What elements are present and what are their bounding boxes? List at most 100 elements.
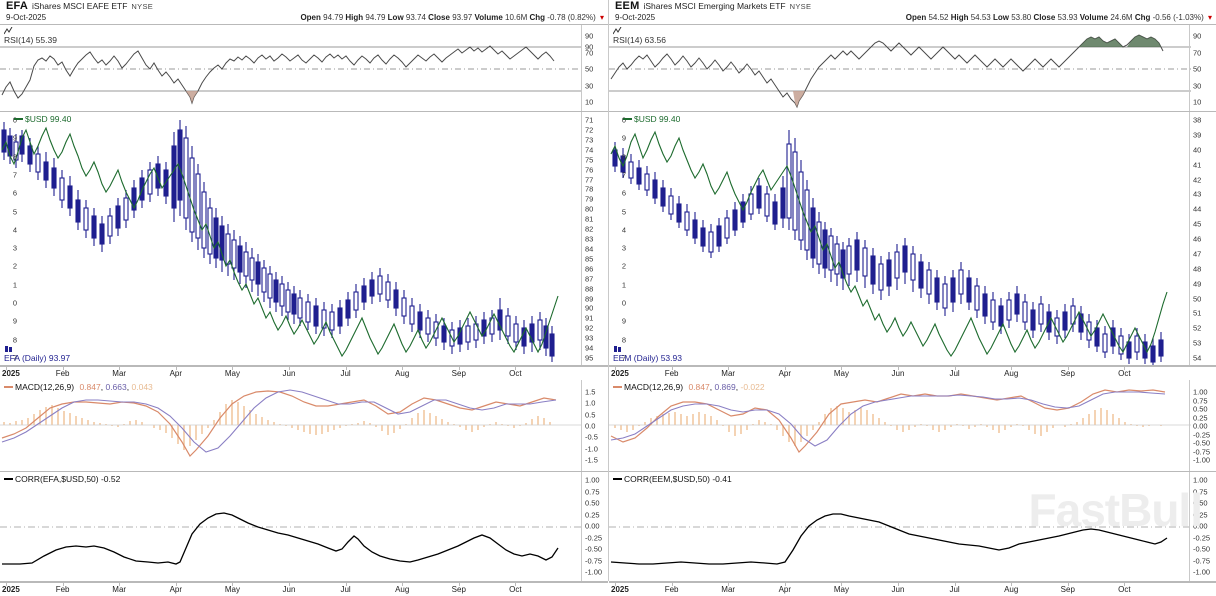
- rsi-panel-eem[interactable]: RSI(14) 63.56 90 70 50 30 10: [609, 24, 1216, 112]
- axis-tick: 70: [1193, 48, 1202, 57]
- axis-tick: 0.00: [585, 521, 600, 531]
- date-axis-label: Mar: [112, 585, 127, 594]
- date-axis-tick: [615, 367, 616, 370]
- date-axis-label: May: [224, 585, 240, 594]
- date-axis-tick: [119, 367, 121, 370]
- date-axis-tick: [784, 367, 786, 370]
- axis-tick: -1.0: [585, 444, 598, 454]
- chevron-down-icon[interactable]: ▾: [599, 13, 604, 22]
- axis-tick: 45: [1193, 219, 1202, 229]
- axis-tick: 2: [12, 261, 17, 271]
- axis-tick: 7: [621, 353, 626, 363]
- date-axis-label: Apr: [778, 369, 792, 378]
- date-axis-label: 2025: [611, 585, 629, 594]
- macd-axis-eem: 1.00 0.75 0.50 0.25 0.00 -0.25 -0.50 -0.75 -1.00: [1189, 380, 1216, 471]
- price-panel-efa[interactable]: $USD 99.40: [0, 112, 608, 366]
- date-axis-label: Jul: [949, 369, 960, 378]
- axis-tick: -1.00: [1193, 455, 1211, 465]
- corr-panel-eem[interactable]: CORR(EEM,$USD,50) -0.41 1.00 0.75 0.50 0.25…: [609, 472, 1216, 582]
- axis-tick: 43: [1193, 189, 1202, 199]
- date-axis-label: Feb: [664, 585, 679, 594]
- chart-panel-eem: EEM iShares MSCI Emerging Markets ETF NY…: [608, 0, 1216, 596]
- close-value: 53.93: [1057, 13, 1078, 22]
- axis-tick: 44: [1193, 204, 1202, 214]
- axis-tick: 2: [621, 261, 626, 271]
- quote-date: 9-Oct-2025: [615, 13, 656, 22]
- header-efa: EFA iShares MSCI EAFE ETF NYSE 9-Oct-202…: [0, 0, 608, 24]
- axis-tick: 7: [12, 170, 17, 180]
- date-axis-label: 2025: [611, 369, 629, 378]
- exchange-label: NYSE: [789, 2, 812, 11]
- axis-tick: 4: [621, 225, 626, 235]
- date-axis-label: Apr: [169, 369, 183, 378]
- axis-tick: 52: [1193, 323, 1202, 333]
- date-axis-tick: [728, 367, 730, 370]
- symbol-ticker[interactable]: EFA: [6, 0, 28, 12]
- axis-tick: 78: [585, 184, 594, 194]
- axis-tick: 9: [621, 133, 626, 143]
- date-axis-bottom-eem: 2025 Feb Mar Apr May Jun Jul Aug Sep Oct: [609, 582, 1216, 596]
- axis-tick: 50: [1193, 64, 1202, 74]
- header-eem: EEM iShares MSCI Emerging Markets ETF NY…: [609, 0, 1216, 24]
- symbol-name: iShares MSCI Emerging Markets ETF: [643, 1, 786, 11]
- date-axis-tick: [119, 583, 121, 586]
- axis-tick: -0.75: [585, 556, 603, 565]
- date-axis-tick: [898, 583, 899, 586]
- date-axis-label: Feb: [55, 369, 70, 378]
- corr-axis-efa: 1.00 0.75 0.50 0.25 0.00 -0.25 -0.50 -0.75 -1.00: [581, 472, 608, 581]
- chevron-down-icon[interactable]: ▾: [1207, 13, 1212, 22]
- axis-tick: -0.25: [1193, 533, 1211, 542]
- rsi-svg-eem: [609, 34, 1191, 109]
- axis-tick: -0.5: [585, 432, 598, 442]
- price-panel-eem[interactable]: $USD 99.40: [609, 112, 1216, 366]
- axis-tick: 8: [621, 335, 626, 345]
- date-axis-tick: [1067, 367, 1069, 370]
- axis-tick: 6: [621, 188, 626, 198]
- axis-tick: 54: [1193, 353, 1202, 363]
- axis-tick: -0.50: [585, 544, 603, 554]
- date-axis-label: Aug: [395, 369, 410, 378]
- close-label: Close: [1033, 13, 1056, 22]
- axis-tick: 50: [1193, 294, 1202, 303]
- date-axis-mid-eem: 2025 Feb Mar Apr May Jun Jul Aug Sep Oct: [609, 366, 1216, 380]
- axis-tick: 38: [1193, 115, 1202, 125]
- date-axis-tick: [232, 367, 234, 370]
- price-svg-eem: [610, 130, 1168, 365]
- symbol-ticker[interactable]: EEM: [615, 0, 640, 12]
- date-axis-tick: [62, 367, 64, 370]
- rsi-panel-efa[interactable]: RSI(14) 55.39 90 90 70 50 30 10: [0, 24, 608, 112]
- axis-tick: 5: [621, 207, 626, 217]
- corr-plot-eem: [609, 472, 1216, 581]
- date-axis-label: Sep: [451, 585, 466, 594]
- axis-tick: 9: [12, 133, 17, 143]
- low-label: Low: [387, 13, 404, 22]
- price-plot-efa: [0, 112, 608, 365]
- date-axis-tick: [458, 583, 460, 586]
- axis-tick: 0.50: [1193, 498, 1208, 508]
- macd-panel-eem[interactable]: MACD(12,26,9) 0.847, 0.869, -0.022: [609, 380, 1216, 472]
- price-axis-efa: 71 72 73 74 75 76 77 78 79 80 81 82 83 84 85 86 87 88 89 90…: [581, 112, 608, 365]
- date-axis-label: Feb: [55, 585, 70, 594]
- axis-tick: 4: [12, 225, 17, 235]
- axis-tick: 71: [585, 115, 594, 125]
- axis-tick: 40: [1193, 145, 1202, 155]
- axis-tick: 72: [585, 125, 594, 135]
- date-axis-tick: [1124, 583, 1126, 586]
- date-axis-tick: [728, 583, 730, 586]
- axis-tick: 0.0: [585, 421, 596, 431]
- high-label: High: [950, 13, 969, 22]
- corr-svg-eem: [609, 513, 1191, 565]
- corr-axis-eem: 1.00 0.75 0.50 0.25 0.00 -0.25 -0.50 -0.75 -1.00: [1189, 472, 1216, 581]
- date-axis-tick: [1067, 583, 1069, 586]
- macd-svg-efa: [0, 389, 582, 457]
- axis-tick: -0.50: [1193, 544, 1211, 554]
- corr-panel-efa[interactable]: CORR(EFA,$USD,50) -0.52 1.00 0.75 0.50 0.25…: [0, 472, 608, 582]
- axis-tick: 0: [621, 115, 626, 125]
- macd-panel-efa[interactable]: MACD(12,26,9) 0.847, 0.663, 0.043: [0, 380, 608, 472]
- exchange-label: NYSE: [131, 2, 154, 11]
- axis-tick: 90: [585, 303, 594, 313]
- corr-svg-efa: [0, 512, 582, 565]
- axis-tick: 94: [585, 343, 594, 353]
- axis-tick: 0.00: [1193, 521, 1208, 531]
- date-axis-label: May: [224, 369, 240, 378]
